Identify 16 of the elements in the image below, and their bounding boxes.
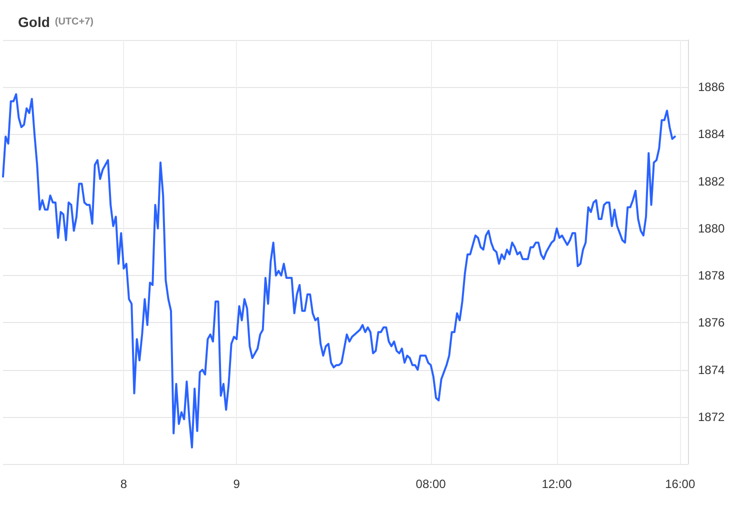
y-tick-label: 1872	[698, 410, 726, 424]
chart-subtitle: (UTC+7)	[54, 16, 94, 28]
y-tick-label: 1876	[698, 316, 726, 330]
y-tick-label: 1874	[698, 362, 726, 377]
x-tick-label: 8	[120, 477, 128, 491]
y-tick-label: 1886	[698, 80, 726, 94]
chart-title: Gold	[18, 14, 50, 30]
x-tick-label: 08:00	[416, 477, 446, 491]
line-series	[2, 93, 676, 449]
x-tick-label: 9	[233, 477, 240, 491]
x-tick-label: 12:00	[542, 477, 572, 491]
y-tick-label: 1880	[698, 221, 726, 236]
y-tick-label: 1884	[698, 127, 726, 142]
y-tick-label: 1882	[698, 174, 726, 188]
x-tick-label: 16:00	[665, 477, 696, 491]
y-tick-label: 1878	[698, 268, 726, 283]
